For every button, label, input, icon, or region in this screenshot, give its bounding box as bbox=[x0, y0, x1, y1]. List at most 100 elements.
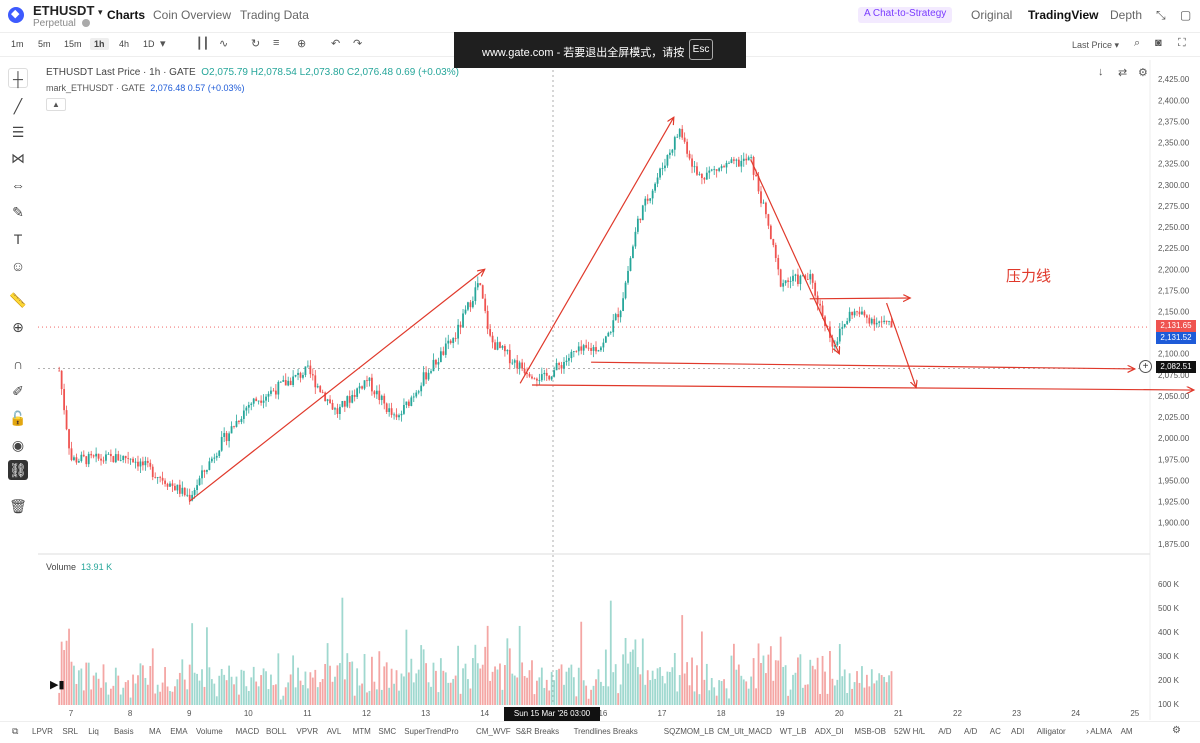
prediction-icon[interactable]: ⇔ bbox=[11, 177, 25, 193]
compare-icon[interactable]: ⇄ bbox=[1118, 67, 1128, 79]
price-type-select[interactable]: Last Price ▾ bbox=[1072, 40, 1120, 50]
settings-gear-icon[interactable]: ⚙ bbox=[1138, 67, 1148, 79]
view-original[interactable]: Original bbox=[971, 8, 1013, 22]
chart-settings-icon[interactable]: ⚙ bbox=[1172, 725, 1181, 736]
ruler-icon[interactable]: 📏 bbox=[9, 292, 27, 308]
trend-line-icon[interactable]: ╱ bbox=[13, 98, 23, 114]
indicator-25[interactable]: AC bbox=[989, 727, 1001, 736]
contract-type: Perpetual bbox=[33, 18, 90, 29]
candle-body bbox=[779, 269, 782, 287]
fullscreen-icon[interactable]: ⛶ bbox=[1178, 37, 1186, 49]
zoom-icon[interactable]: ⊕ bbox=[12, 319, 24, 335]
pattern-icon[interactable]: ⋈ bbox=[11, 150, 25, 166]
indicator-4[interactable]: MA bbox=[149, 727, 161, 736]
lock-drawing-icon[interactable]: ✐ bbox=[12, 383, 24, 399]
candle-body bbox=[417, 391, 420, 393]
indicator-7[interactable]: MACD bbox=[235, 727, 260, 736]
link-icon[interactable]: ⛓ bbox=[8, 460, 28, 480]
volume-bar bbox=[336, 665, 339, 705]
scroll-right-icon[interactable]: › bbox=[1086, 726, 1089, 736]
timeframe-5m[interactable]: 5m bbox=[38, 39, 51, 49]
candle-type-icon[interactable]: ┃┃ bbox=[196, 38, 210, 50]
candle-body bbox=[68, 429, 70, 449]
add-alert-plus-icon[interactable]: + bbox=[1139, 360, 1152, 373]
indicator-bar-icon[interactable]: ⧉ bbox=[12, 726, 19, 736]
indicators-icon[interactable]: ∿ bbox=[219, 38, 229, 50]
indicator-13[interactable]: SuperTrendPro bbox=[404, 727, 459, 736]
magnet-icon[interactable]: ∩ bbox=[12, 356, 24, 372]
indicator-0[interactable]: LPVR bbox=[32, 727, 53, 736]
indicator-16[interactable]: Trendlines Breaks bbox=[573, 727, 638, 736]
symbol-selector[interactable]: ETHUSDT ▾ bbox=[33, 3, 103, 18]
indicator-20[interactable]: ADX_DI bbox=[814, 727, 844, 736]
fib-icon[interactable]: ☰ bbox=[11, 124, 25, 140]
search-icon[interactable]: ⌕ bbox=[1134, 37, 1141, 49]
brush-icon[interactable]: ✎ bbox=[12, 204, 24, 220]
info-icon[interactable] bbox=[81, 19, 90, 28]
add-alert-icon[interactable]: ⊕ bbox=[297, 38, 307, 50]
lock-icon[interactable]: 🔓 bbox=[9, 410, 27, 426]
volume-bar bbox=[742, 679, 745, 705]
exit-fullscreen-icon[interactable]: ⤡ bbox=[1156, 8, 1166, 22]
timeframe-dropdown-icon[interactable]: ▾ bbox=[160, 38, 166, 50]
indicator-19[interactable]: WT_LB bbox=[779, 727, 807, 736]
indicator-2[interactable]: Liq bbox=[88, 727, 99, 736]
candle-body bbox=[723, 166, 725, 168]
indicator-8[interactable]: BOLL bbox=[266, 727, 287, 736]
indicator-28[interactable]: ALMA bbox=[1090, 727, 1112, 736]
chat-to-strategy-button[interactable]: A Chat-to-Strategy bbox=[858, 7, 953, 23]
indicator-17[interactable]: SQZMOM_LB bbox=[663, 727, 715, 736]
text-icon[interactable]: T bbox=[13, 231, 23, 247]
indicator-10[interactable]: AVL bbox=[326, 727, 342, 736]
templates-icon[interactable]: ≡ bbox=[273, 37, 280, 49]
volume-bar bbox=[548, 690, 551, 705]
indicator-15[interactable]: S&R Breaks bbox=[515, 727, 560, 736]
eye-icon[interactable]: ◉ bbox=[11, 437, 25, 453]
tab-charts[interactable]: Charts bbox=[107, 8, 146, 22]
volume-bar bbox=[183, 679, 186, 705]
indicator-18[interactable]: CM_Ult_MACD bbox=[717, 727, 772, 736]
indicator-21[interactable]: MSB-OB bbox=[854, 727, 886, 736]
timeframe-4h[interactable]: 4h bbox=[119, 39, 130, 49]
crosshair-icon[interactable]: ┼ bbox=[8, 68, 28, 88]
emoji-icon[interactable]: ☺ bbox=[10, 258, 26, 274]
timeframe-1d[interactable]: 1D bbox=[143, 39, 155, 49]
indicator-9[interactable]: VPVR bbox=[296, 727, 319, 736]
candle-body bbox=[331, 402, 334, 410]
indicator-5[interactable]: EMA bbox=[170, 727, 188, 736]
collapse-legend-button[interactable]: ▲ bbox=[46, 98, 66, 111]
indicator-11[interactable]: MTM bbox=[352, 727, 371, 736]
timeframe-15m[interactable]: 15m bbox=[64, 39, 82, 49]
indicator-6[interactable]: Volume bbox=[196, 727, 223, 736]
indicator-27[interactable]: Alligator bbox=[1036, 727, 1066, 736]
refresh-icon[interactable]: ↻ bbox=[251, 38, 261, 50]
view-tradingview[interactable]: TradingView bbox=[1028, 8, 1099, 22]
volume-bar bbox=[166, 686, 169, 705]
indicator-26[interactable]: ADI bbox=[1011, 727, 1025, 736]
indicator-22[interactable]: 52W H/L bbox=[894, 727, 926, 736]
tab-trading-data[interactable]: Trading Data bbox=[240, 8, 309, 22]
indicator-3[interactable]: Basis bbox=[114, 727, 134, 736]
indicator-29[interactable]: AM bbox=[1120, 727, 1133, 736]
tab-coin-overview[interactable]: Coin Overview bbox=[153, 8, 232, 22]
camera-icon[interactable]: ◙ bbox=[1155, 37, 1162, 49]
view-depth[interactable]: Depth bbox=[1110, 8, 1143, 22]
redo-icon[interactable]: ↷ bbox=[353, 38, 363, 50]
candle-body bbox=[467, 302, 469, 310]
candle-body bbox=[302, 375, 304, 378]
indicator-24[interactable]: A/D bbox=[964, 727, 978, 736]
timeframe-1m[interactable]: 1m bbox=[11, 39, 24, 49]
window-icon[interactable]: ▢ bbox=[1180, 8, 1192, 22]
trash-icon[interactable]: 🗑 bbox=[9, 498, 27, 514]
volume-bar bbox=[632, 649, 634, 705]
indicator-14[interactable]: CM_WVF bbox=[476, 727, 511, 736]
candle-body bbox=[230, 426, 233, 434]
undo-icon[interactable]: ↶ bbox=[331, 38, 341, 50]
timeframe-1h[interactable]: 1h bbox=[90, 38, 109, 50]
indicator-1[interactable]: SRL bbox=[62, 727, 78, 736]
indicator-12[interactable]: SMC bbox=[378, 727, 397, 736]
candle-body bbox=[848, 311, 851, 322]
indicator-23[interactable]: A/D bbox=[938, 727, 952, 736]
scroll-down-icon[interactable]: ↓ bbox=[1098, 66, 1104, 78]
